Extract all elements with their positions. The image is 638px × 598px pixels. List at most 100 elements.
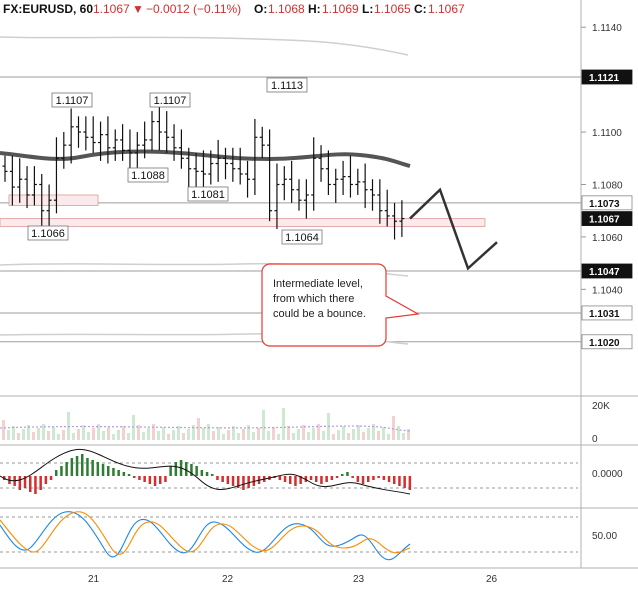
volume-bar-72 bbox=[362, 432, 365, 440]
volume-bar-7 bbox=[37, 428, 40, 440]
ind1-bar-70 bbox=[367, 476, 370, 482]
support-zones bbox=[0, 194, 486, 227]
volume-bar-64 bbox=[322, 431, 325, 440]
ind1-bar-46 bbox=[242, 476, 245, 490]
ind1-bar-58 bbox=[304, 476, 308, 482]
support-zone-0 bbox=[8, 194, 99, 206]
volume-bar-21 bbox=[107, 427, 110, 440]
volume-bar-68 bbox=[342, 426, 345, 440]
ind1-bar-7 bbox=[39, 476, 42, 490]
volume-bar-18 bbox=[92, 428, 95, 440]
volume-bar-57 bbox=[287, 426, 290, 440]
volume-tick-0: 0 bbox=[592, 434, 598, 445]
volume-bar-60 bbox=[302, 425, 305, 440]
volume-bar-31 bbox=[157, 431, 160, 440]
volume-bar-30 bbox=[152, 424, 155, 440]
volume-bar-15 bbox=[77, 429, 80, 440]
volume-bar-33 bbox=[167, 434, 170, 440]
projection-path bbox=[409, 187, 498, 271]
volume-tick-20k: 20K bbox=[592, 401, 610, 412]
volume-bar-6 bbox=[32, 432, 35, 440]
ind2-slow-line bbox=[0, 511, 411, 555]
indicator2-tick: 50.00 bbox=[592, 531, 617, 542]
volume-bar-45 bbox=[227, 430, 230, 440]
volume-bar-71 bbox=[357, 425, 360, 440]
ind1-bar-3 bbox=[18, 476, 22, 490]
ind1-bar-12 bbox=[65, 462, 68, 476]
volume-bar-49 bbox=[247, 425, 250, 440]
volume-bar-2 bbox=[12, 426, 15, 440]
high-value: 1.1069 bbox=[322, 2, 359, 16]
price-annotation-2: 1.1113 bbox=[271, 80, 303, 92]
ind1-bar-21 bbox=[112, 468, 115, 476]
price-tag-4: 1.1031 bbox=[589, 309, 620, 320]
ind1-bar-32 bbox=[169, 466, 172, 476]
price-tag-box-3 bbox=[581, 263, 633, 279]
ind1-bar-41 bbox=[216, 476, 219, 480]
volume-bar-4 bbox=[22, 429, 25, 440]
time-tick-23: 23 bbox=[353, 574, 365, 585]
volume-bar-47 bbox=[237, 433, 240, 440]
volume-bar-3 bbox=[17, 433, 20, 440]
ind1-bar-53 bbox=[278, 476, 282, 480]
envelope-band-0 bbox=[0, 36, 409, 56]
price-tick-3: 1.1060 bbox=[592, 233, 623, 244]
projection-line bbox=[409, 187, 498, 271]
ind1-bar-25 bbox=[133, 476, 136, 478]
ind1-bar-26 bbox=[138, 476, 141, 480]
volume-bar-41 bbox=[207, 424, 210, 440]
support-zone-1 bbox=[0, 218, 486, 227]
volume-bar-58 bbox=[292, 433, 295, 440]
volume-bar-70 bbox=[352, 429, 355, 440]
price-annotation-box-2 bbox=[266, 77, 308, 93]
ind1-bar-65 bbox=[341, 474, 344, 476]
ind1-bar-24 bbox=[127, 474, 131, 476]
ind1-bar-73 bbox=[382, 476, 386, 480]
ind1-bar-35 bbox=[185, 462, 188, 476]
volume-bar-69 bbox=[347, 433, 350, 440]
ind1-bar-66 bbox=[346, 472, 349, 476]
ind1-bar-18 bbox=[96, 462, 100, 476]
symbol-name[interactable]: FX:EURUSD, 60 bbox=[3, 2, 93, 16]
volume-bar-63 bbox=[317, 424, 320, 440]
price-tag-3: 1.1047 bbox=[589, 267, 620, 278]
ind1-bar-43 bbox=[226, 476, 230, 484]
volume-bar-62 bbox=[312, 428, 315, 440]
open-label: O: bbox=[254, 2, 267, 16]
price-tick-4: 1.1040 bbox=[592, 285, 623, 296]
ind1-bar-19 bbox=[101, 464, 105, 476]
price-annotation-box-0 bbox=[51, 92, 93, 108]
volume-bar-51 bbox=[257, 428, 260, 440]
ind1-signal-line bbox=[0, 448, 411, 495]
volume-bar-42 bbox=[212, 431, 215, 440]
volume-bar-79 bbox=[397, 426, 400, 440]
volume-bar-35 bbox=[177, 426, 180, 440]
volume-bar-43 bbox=[217, 427, 220, 440]
ind1-bar-13 bbox=[70, 458, 74, 476]
ind1-bar-45 bbox=[237, 476, 240, 488]
volume-bar-73 bbox=[367, 428, 370, 440]
volume-bars bbox=[0, 408, 411, 440]
volume-bar-44 bbox=[222, 434, 225, 440]
price-tick-1: 1.1100 bbox=[592, 128, 622, 139]
ind1-bar-61 bbox=[320, 476, 323, 484]
price-tag-box-2 bbox=[581, 211, 633, 226]
ind1-bar-59 bbox=[309, 476, 313, 480]
callout-line-3: could be a bounce. bbox=[273, 308, 366, 320]
price-tag-box-1 bbox=[581, 195, 633, 211]
ind1-bar-72 bbox=[377, 476, 380, 478]
volume-bar-11 bbox=[57, 434, 60, 440]
volume-bar-46 bbox=[232, 426, 235, 440]
price-annotation-box-6 bbox=[281, 229, 323, 245]
price-annotation-1: 1.1107 bbox=[154, 95, 187, 107]
volume-bar-38 bbox=[192, 425, 195, 440]
volume-bar-12 bbox=[62, 430, 65, 440]
price-annotation-0: 1.1107 bbox=[56, 95, 89, 107]
time-tick-26: 26 bbox=[486, 574, 498, 585]
ind1-bar-28 bbox=[148, 476, 152, 484]
ind1-bar-37 bbox=[195, 466, 198, 476]
callout-bubble[interactable]: Intermediate level, from which there cou… bbox=[261, 263, 420, 347]
ind1-bar-74 bbox=[387, 476, 391, 482]
